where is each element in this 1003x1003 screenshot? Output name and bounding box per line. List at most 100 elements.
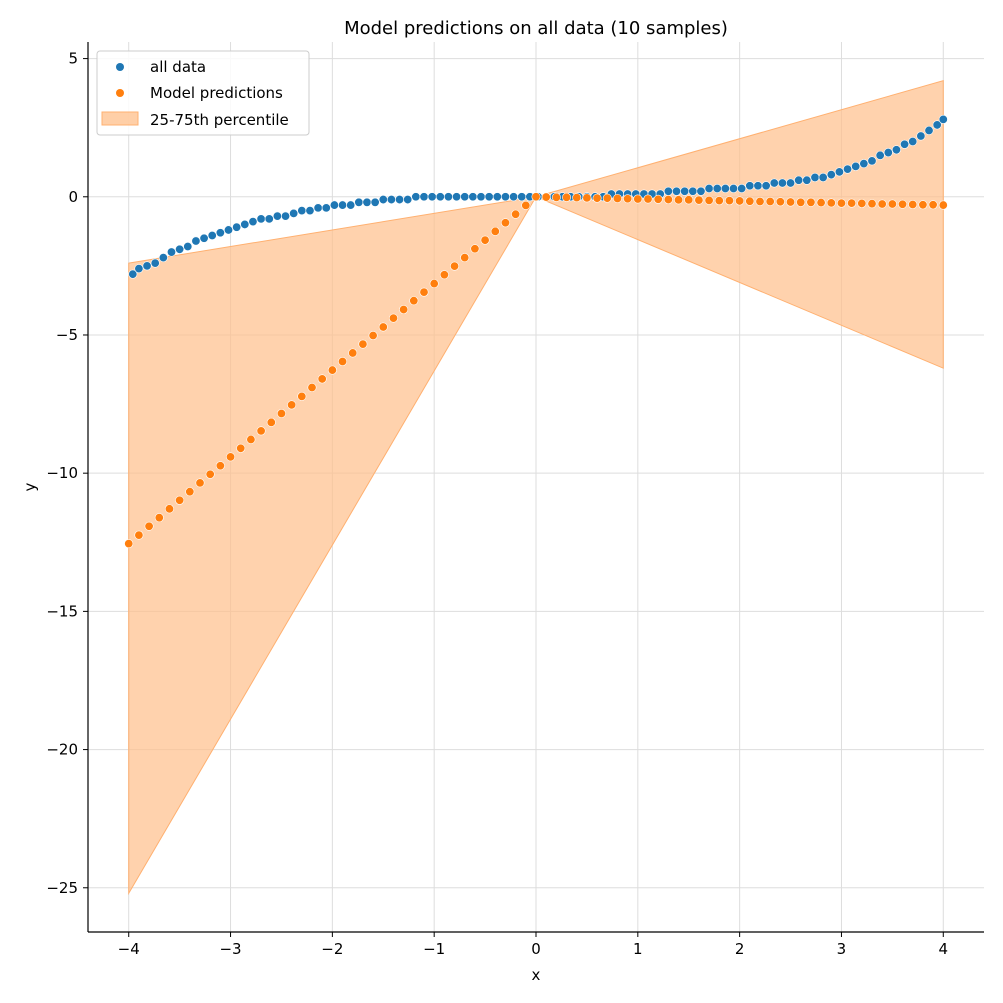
data-point-all-data (492, 192, 502, 202)
legend-marker-model-predictions (116, 89, 124, 97)
data-point-all-data (777, 178, 787, 188)
data-point-model-prediction (297, 391, 307, 401)
data-point-model-prediction (490, 226, 500, 236)
data-point-model-prediction (307, 382, 317, 392)
data-point-all-data (938, 114, 948, 124)
data-point-model-prediction (786, 197, 796, 207)
data-point-model-prediction (266, 417, 276, 427)
data-point-all-data (859, 159, 869, 169)
data-point-all-data (346, 200, 356, 210)
data-point-all-data (867, 156, 877, 166)
data-point-model-prediction (460, 253, 470, 263)
data-point-model-prediction (378, 322, 388, 332)
data-point-all-data (712, 183, 722, 193)
data-point-model-prediction (144, 521, 154, 531)
data-point-all-data (207, 230, 217, 240)
data-point-model-prediction (633, 194, 643, 204)
data-point-all-data (142, 261, 152, 271)
data-point-model-prediction (582, 193, 592, 203)
data-point-model-prediction (236, 443, 246, 453)
data-point-model-prediction (612, 193, 622, 203)
x-tick-label: −4 (118, 940, 140, 958)
data-point-all-data (745, 181, 755, 191)
data-point-all-data (753, 181, 763, 191)
data-point-model-prediction (724, 196, 734, 206)
data-point-all-data (378, 195, 388, 205)
data-point-model-prediction (847, 198, 857, 208)
data-point-model-prediction (704, 195, 714, 205)
data-point-all-data (891, 145, 901, 155)
legend-label-percentile-band: 25-75th percentile (150, 111, 289, 129)
legend-frame (96, 50, 310, 136)
data-point-all-data (818, 172, 828, 182)
data-point-model-prediction (674, 195, 684, 205)
data-point-all-data (166, 247, 176, 257)
data-point-all-data (476, 192, 486, 202)
data-point-all-data (932, 120, 942, 130)
data-point-all-data (395, 195, 405, 205)
data-point-all-data (484, 192, 494, 202)
data-point-all-data (175, 244, 185, 254)
data-point-all-data (786, 178, 796, 188)
data-point-model-prediction (653, 194, 663, 204)
data-point-model-prediction (215, 461, 225, 471)
y-tick-label: −20 (46, 741, 78, 759)
x-tick-label: 1 (633, 940, 643, 958)
x-axis-label: x (532, 966, 541, 984)
data-point-all-data (696, 186, 706, 196)
data-point-model-prediction (796, 197, 806, 207)
data-point-model-prediction (867, 199, 877, 209)
data-point-all-data (672, 186, 682, 196)
y-tick-label: −5 (56, 326, 78, 344)
data-point-all-data (297, 206, 307, 216)
data-point-all-data (924, 125, 934, 135)
data-point-all-data (134, 264, 144, 274)
data-point-model-prediction (521, 200, 531, 210)
data-point-model-prediction (551, 192, 561, 202)
data-point-model-prediction (562, 192, 572, 202)
data-point-all-data (769, 178, 779, 188)
x-tick-label: −3 (219, 940, 241, 958)
data-point-model-prediction (256, 426, 266, 436)
data-point-model-prediction (694, 195, 704, 205)
data-point-all-data (843, 164, 853, 174)
legend-label-all-data: all data (150, 58, 206, 76)
data-point-model-prediction (185, 487, 195, 497)
data-point-model-prediction (450, 261, 460, 271)
data-point-all-data (704, 183, 714, 193)
data-point-model-prediction (317, 374, 327, 384)
data-point-model-prediction (287, 400, 297, 410)
data-point-all-data (427, 192, 437, 202)
data-point-model-prediction (643, 194, 653, 204)
data-point-model-prediction (541, 192, 551, 202)
data-point-model-prediction (511, 209, 521, 219)
data-point-model-prediction (816, 198, 826, 208)
data-point-all-data (224, 225, 234, 235)
data-point-model-prediction (898, 199, 908, 209)
data-point-all-data (908, 137, 918, 147)
data-point-model-prediction (439, 270, 449, 280)
data-point-all-data (313, 203, 323, 213)
data-point-model-prediction (735, 196, 745, 206)
x-tick-label: 3 (837, 940, 847, 958)
x-tick-label: −1 (423, 940, 445, 958)
data-point-all-data (851, 161, 861, 171)
data-point-all-data (452, 192, 462, 202)
y-tick-label: 0 (68, 188, 78, 206)
data-point-model-prediction (826, 198, 836, 208)
data-point-all-data (183, 242, 193, 252)
data-point-model-prediction (195, 478, 205, 488)
data-point-model-prediction (755, 196, 765, 206)
data-point-model-prediction (531, 192, 541, 202)
data-point-all-data (354, 197, 364, 207)
data-point-model-prediction (684, 195, 694, 205)
data-point-model-prediction (358, 339, 368, 349)
data-point-model-prediction (877, 199, 887, 209)
data-point-all-data (289, 208, 299, 218)
data-point-all-data (232, 222, 242, 232)
data-point-all-data (272, 211, 282, 221)
data-point-all-data (826, 170, 836, 180)
x-tick-label: 0 (531, 940, 541, 958)
data-point-all-data (329, 200, 339, 210)
